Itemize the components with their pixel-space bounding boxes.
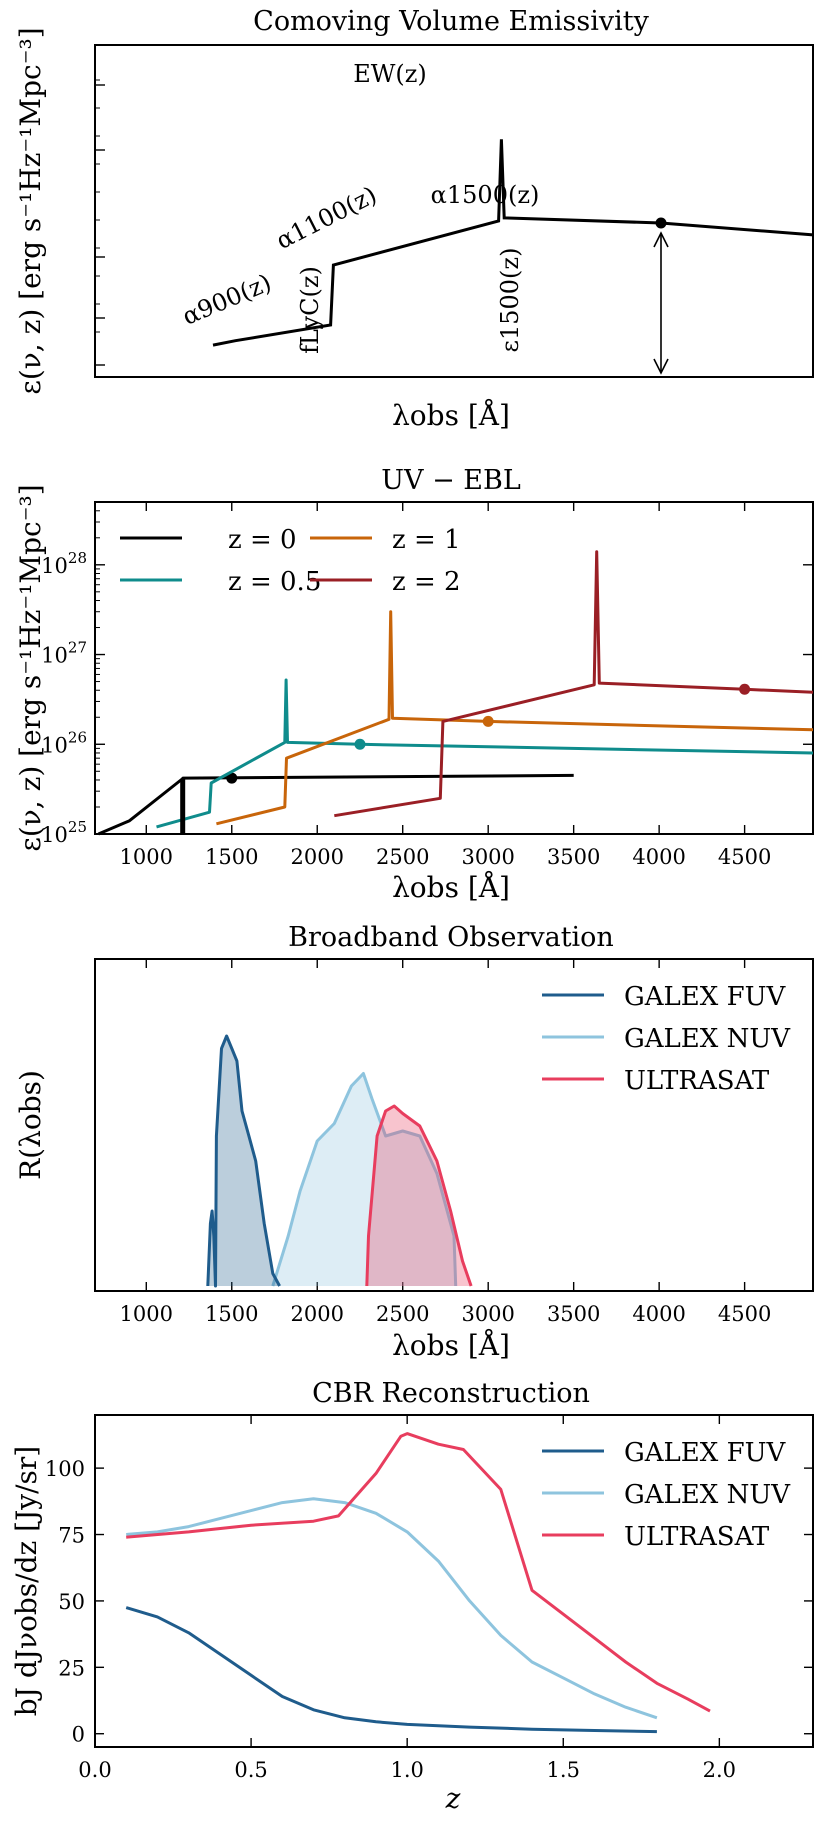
series-z05-marker [354,738,366,750]
panel3-series [206,1034,473,1288]
panel1-emissivity-line [212,139,814,347]
panel4-title: CBR Reconstruction [312,1378,590,1409]
annotation-flyc: fLyC(z) [296,266,324,354]
legend-label-fuv-cbr: GALEX FUV [624,1438,787,1468]
cbr-nuv-line [126,1497,658,1720]
band-fuv-fill [207,1036,280,1286]
xtick-label: 1500 [205,845,258,869]
panel4-ylabel: bJ dJνobs/dz [Jy/sr] [10,1446,43,1716]
band-nuv-fill [272,1073,456,1286]
series-z2-line [334,550,814,818]
panel1-xlabel: λobs [Å] [392,399,510,432]
panel4-frame [94,1414,814,1748]
band-ultrasat-line [365,1104,473,1287]
panel2-xticks: 1000 1500 2000 2500 3000 3500 4000 4500 [120,502,771,869]
series-z0-marker [226,772,238,784]
series-z1-line [216,610,814,826]
panel4-yticks: 0 25 50 75 100 [45,1457,813,1747]
ytick-label: 1028 [41,549,87,578]
xtick-label: 1500 [205,1302,258,1326]
legend-label-z0: z = 0 [228,525,297,555]
xtick-label: 0.5 [234,1758,267,1782]
panel3-ylabel: R(λobs) [14,1070,47,1180]
panel-cbr: CBR Reconstruction 0.0 0.5 1.0 1.5 2.0 0 25 50… [10,1378,814,1815]
panel1-frame [94,44,814,378]
series-z2-marker [739,683,751,695]
xtick-label: 2000 [291,1302,344,1326]
annotation-alpha900: α900(z) [178,269,275,331]
xtick-label: 4000 [632,845,685,869]
xtick-label: 2500 [376,1302,429,1326]
cbr-fuv-line [125,1606,657,1734]
panel-emissivity: Comoving Volume Emissivity EW(z) α1500(z… [14,6,814,432]
series-z0-line [97,773,574,836]
xtick-label: 4500 [718,1302,771,1326]
panel3-xticks: 1000 1500 2000 2500 3000 3500 4000 4500 [120,959,771,1326]
xtick-label: 2.0 [703,1758,736,1782]
panel4-xlabel: z [445,1782,461,1815]
panel1-ylabel: ε(ν, z) [erg s⁻¹Hz⁻¹Mpc⁻³] [14,27,47,394]
annotation-alpha1500: α1500(z) [431,181,540,209]
xtick-label: 2000 [291,845,344,869]
xtick-label: 4000 [632,1302,685,1326]
xtick-label: 1.5 [547,1758,580,1782]
panel1-alpha1500-marker [655,217,667,229]
legend-label-nuv: GALEX NUV [624,1024,791,1054]
band-ultrasat-fill [366,1106,472,1286]
xtick-label: 3000 [461,845,514,869]
legend-label-nuv-cbr: GALEX NUV [624,1480,791,1510]
xtick-label: 1.0 [390,1758,423,1782]
xtick-label: 1000 [120,1302,173,1326]
panel-broadband: Broadband Observation 1000 1500 2000 2500 30… [14,922,814,1362]
panel4-xticks: 0.0 0.5 1.0 1.5 2.0 [78,1415,736,1782]
panel3-xlabel: λobs [Å] [392,1329,510,1362]
panel3-title: Broadband Observation [288,922,614,953]
panel1-title: Comoving Volume Emissivity [253,6,649,37]
panel2-yticks: 1025 1026 1027 1028 [41,501,813,847]
legend-label-z1: z = 1 [392,525,461,555]
annotation-epsilon1500: ε1500(z) [496,248,524,353]
ytick-label: 0 [72,1723,85,1747]
panel1-ticks [95,79,105,366]
legend-label-z05: z = 0.5 [228,567,321,597]
panel2-series [97,550,814,836]
ytick-label: 100 [45,1457,85,1481]
legend-label-z2: z = 2 [392,567,461,597]
panel4-legend: GALEX FUV GALEX NUV ULTRASAT [542,1438,791,1552]
panel3-frame [94,958,814,1292]
panel2-ylabel: ε(ν, z) [erg s⁻¹Hz⁻¹Mpc⁻³] [14,484,47,851]
ytick-label: 1027 [41,639,87,668]
panel2-xlabel: λobs [Å] [392,871,510,904]
band-nuv-line [271,1072,458,1287]
panel3-legend: GALEX FUV GALEX NUV ULTRASAT [542,982,791,1096]
xtick-label: 3000 [461,1302,514,1326]
legend-label-ultrasat-cbr: ULTRASAT [624,1522,770,1552]
xtick-label: 4500 [718,845,771,869]
ytick-label: 50 [58,1590,85,1614]
panel-uv-ebl: UV − EBL 1000 1500 2000 2500 3000 3500 4000 450… [14,465,814,904]
series-z05-line [156,678,814,829]
xtick-label: 0.0 [78,1758,111,1782]
xtick-label: 3500 [547,1302,600,1326]
xtick-label: 3500 [547,845,600,869]
cbr-ultrasat-line [126,1432,711,1713]
ytick-label: 1026 [41,728,87,757]
ytick-label: 75 [58,1524,85,1548]
ytick-label: 1025 [41,818,87,847]
ytick-label: 25 [58,1656,85,1680]
legend-label-fuv: GALEX FUV [624,982,787,1012]
panel2-legend: z = 0 z = 0.5 z = 1 z = 2 [120,525,461,597]
epsilon1500-arrow [653,231,669,375]
xtick-label: 2500 [376,845,429,869]
xtick-label: 1000 [120,845,173,869]
panel2-title: UV − EBL [381,465,521,496]
band-fuv-line [206,1034,281,1288]
series-z1-marker [482,715,494,727]
legend-label-ultrasat: ULTRASAT [624,1066,770,1096]
annotation-ew: EW(z) [353,60,427,88]
panel4-series [125,1432,711,1734]
annotation-alpha1100: α1100(z) [272,181,382,255]
